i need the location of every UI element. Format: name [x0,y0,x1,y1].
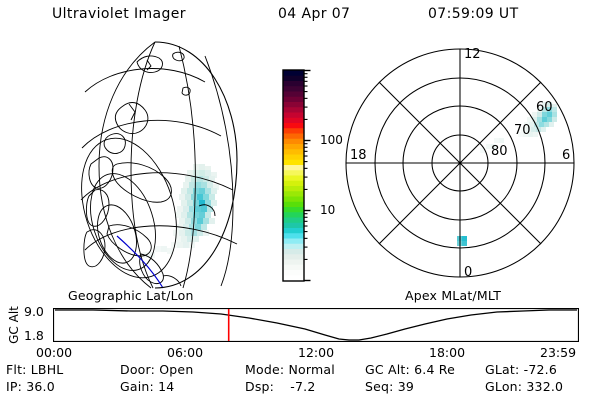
colorbar-bands [283,70,304,281]
header-bar: Ultraviolet Imager 04 Apr 07 07:59:09 UT [0,6,600,30]
mlat-label-80: 80 [491,144,508,159]
observation-time: 07:59:09 UT [428,6,519,22]
status-glon: GLon: 332.0 [485,379,564,394]
orbit-plot-border [53,308,579,342]
status-footer: Flt: LBHL Door: Open Mode: Normal GC Alt… [0,362,600,398]
mlat-label-60: 60 [536,100,553,115]
mlt-label-18: 18 [350,148,367,163]
geographic-globe-svg [80,41,238,289]
mlt-spokes [346,49,574,277]
gc-alt-axis-label: GC Alt [7,306,21,344]
geographic-globe-panel [55,40,265,290]
colorbar: photon cm-2s-1 100 10 [262,55,352,295]
terminator-line [116,235,164,289]
aurora-emission-apex [457,102,557,246]
time-tick-label-0000: 00:00 [36,345,73,360]
colorbar-tick-label-10: 10 [320,202,336,217]
colorbar-border [282,69,305,282]
colorbar-major-ticks [303,69,311,282]
mlt-label-6: 6 [562,148,570,163]
alt-tick-label-high: 9.0 [24,304,44,319]
apex-panel-caption: Apex MLat/MLT [405,288,502,303]
instrument-title: Ultraviolet Imager [52,6,186,22]
mlt-label-12: 12 [464,47,481,62]
orbit-altitude-panel: GC Alt 9.0 1.8 00:00 06:00 12:00 18:00 2… [0,300,600,360]
status-seq: Seq: 39 [365,379,415,394]
apex-polar-svg: 12 18 6 0 60 70 80 [345,47,575,280]
alt-tick-label-low: 1.8 [24,328,44,343]
mlat-label-70: 70 [514,123,531,138]
status-dsp: Dsp: -7.2 [245,379,316,394]
status-door: Door: Open [120,362,194,377]
status-mode: Mode: Normal [245,362,335,377]
orbit-altitude-svg [53,308,579,342]
mlt-label-0: 0 [464,265,472,280]
time-tick-label-1200: 12:00 [298,345,335,360]
colorbar-minor-ticks [303,73,308,260]
status-flight: Flt: LBHL [6,362,64,377]
coastline-outlines [83,51,216,287]
colorbar-tick-label-100: 100 [320,132,343,147]
time-tick-label-1800: 18:00 [429,345,466,360]
status-glat: GLat: -72.6 [485,362,557,377]
status-ip: IP: 36.0 [6,379,55,394]
globe-limb [154,41,238,289]
aurora-emission-geographic [143,164,219,258]
time-tick-label-0600: 06:00 [167,345,204,360]
colorbar-swatch-and-ticks [282,69,311,282]
observation-date: 04 Apr 07 [278,6,351,22]
time-tick-label-2359: 23:59 [540,345,577,360]
orbit-altitude-trace [55,309,577,341]
apex-polar-panel: 12 18 6 0 60 70 80 [336,40,591,290]
status-gain: Gain: 14 [120,379,175,394]
status-gc-alt: GC Alt: 6.4 Re [365,362,455,377]
geographic-panel-caption: Geographic Lat/Lon [68,288,194,303]
